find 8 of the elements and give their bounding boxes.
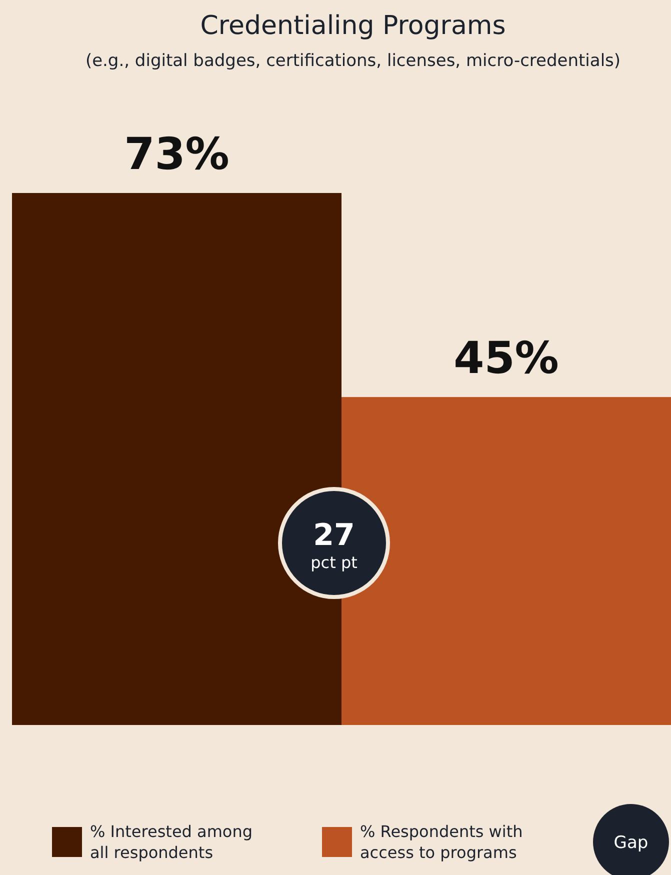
data-label: 45% [454,333,559,384]
chart-title: Credentialing Programs [200,11,506,41]
chart-subtitle: (e.g., digital badges, certifications, licenses, micro-credentials) [85,51,621,71]
data-label: 73% [124,129,230,180]
text: Gap [614,833,648,853]
legend-label: % Respondents with access to programs [360,822,523,862]
legend-label: % Interested among all respondents [90,822,253,862]
annotation: 27 pct pt [310,518,358,572]
